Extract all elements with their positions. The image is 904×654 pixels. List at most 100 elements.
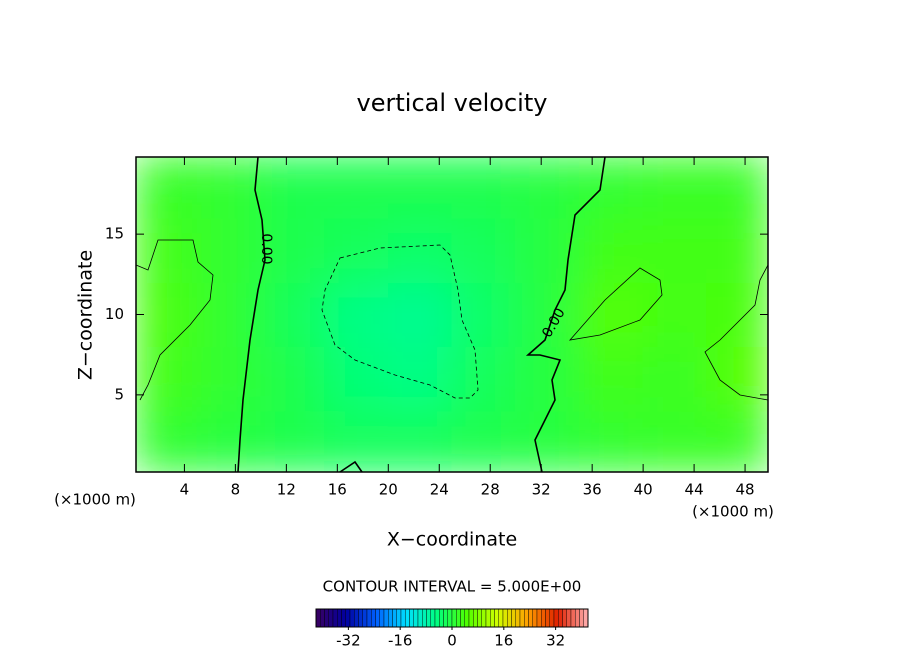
colorbar-segment: [396, 608, 402, 628]
colorbar-segment: [366, 608, 372, 628]
colorbar-segment: [583, 608, 589, 628]
colorbar-segment: [498, 608, 504, 628]
field-cell: [578, 157, 644, 219]
colorbar-segment: [541, 608, 546, 628]
field-cell: [515, 281, 580, 348]
y-tick-label: 5: [114, 385, 124, 403]
colorbar-segment: [545, 608, 550, 628]
colorbar-segment: [456, 608, 461, 628]
colorbar-segment: [473, 608, 478, 628]
field-cell: [642, 157, 708, 219]
field-cell: [515, 346, 580, 412]
x-tick-label: 12: [277, 481, 296, 499]
y-tick-label: 10: [105, 305, 124, 323]
y-tick-label: 15: [105, 225, 124, 243]
field-cell: [260, 346, 326, 412]
field-cell: [196, 410, 262, 472]
field-cell: [196, 346, 262, 412]
field-cell: [515, 410, 580, 472]
colorbar-segment: [349, 608, 355, 628]
x-tick-label: 8: [231, 481, 241, 499]
x-tick-label: 24: [430, 481, 449, 499]
colorbar-segment: [362, 608, 368, 628]
field-cell: [136, 410, 198, 472]
colorbar-segment: [400, 608, 406, 628]
field-cell: [387, 346, 453, 412]
colorbar-segment: [494, 608, 499, 628]
x-tick-label: 32: [532, 481, 551, 499]
colorbar-segment: [549, 608, 555, 628]
field-cell: [451, 410, 517, 472]
field-cell: [260, 281, 326, 348]
y-axis-label: Z−coordinate: [75, 250, 97, 380]
field-cell: [136, 346, 198, 412]
colorbar-segment: [562, 608, 567, 628]
colorbar-segment: [553, 608, 559, 628]
field-cell: [451, 217, 517, 283]
colorbar-segment: [515, 608, 521, 628]
field-cell: [387, 281, 453, 348]
contour-label: 0.00: [258, 233, 274, 264]
field-cell: [515, 157, 580, 219]
field-cell: [387, 410, 453, 472]
colorbar-segment: [354, 608, 359, 628]
x-tick-label: 36: [583, 481, 602, 499]
field-cell: [387, 217, 453, 283]
colorbar-segment: [430, 608, 436, 628]
colorbar-segment: [519, 608, 525, 628]
colorbar-segment: [451, 608, 457, 628]
colorbar-segment: [524, 608, 529, 628]
colorbar-segment: [379, 608, 385, 628]
field-cell: [578, 410, 644, 472]
field-cell: [706, 346, 768, 412]
field: [136, 157, 768, 472]
x-tick-label: 44: [685, 481, 704, 499]
colorbar-segment: [579, 608, 584, 628]
field-cell: [196, 157, 262, 219]
colorbar-segment: [345, 608, 351, 628]
field-cell: [324, 410, 389, 472]
colorbar-tick-label: 0: [447, 632, 457, 650]
colorbar-segment: [422, 608, 427, 628]
colorbar-segment: [405, 608, 410, 628]
colorbar-segment: [375, 608, 380, 628]
colorbar-tick-label: 16: [494, 632, 513, 650]
x-tick-label: 16: [328, 481, 347, 499]
field-cell: [642, 346, 708, 412]
field-cell: [324, 281, 389, 348]
colorbar-segment: [485, 608, 491, 628]
colorbar-segment: [443, 608, 448, 628]
colorbar-segment: [417, 608, 423, 628]
colorbar-segment: [558, 608, 563, 628]
colorbar-segment: [332, 608, 338, 628]
colorbar-segment: [328, 608, 334, 628]
colorbar-segment: [315, 608, 321, 628]
colorbar-segment: [575, 608, 580, 628]
colorbar-segment: [383, 608, 389, 628]
colorbar-tick-label: -16: [388, 632, 413, 650]
field-cell: [196, 217, 262, 283]
field-cell: [260, 157, 326, 219]
x-tick-label: 20: [379, 481, 398, 499]
colorbar-segment: [434, 608, 440, 628]
colorbar-segment: [464, 608, 470, 628]
colorbar-segment: [320, 608, 325, 628]
field-cell: [706, 217, 768, 283]
colorbar-segment: [468, 608, 474, 628]
field-cell: [136, 217, 198, 283]
colorbar-segment: [481, 608, 487, 628]
colorbar-segment: [413, 608, 419, 628]
x-unit: (×1000 m): [692, 503, 774, 521]
field-cell: [642, 217, 708, 283]
colorbar-tick-label: -32: [336, 632, 361, 650]
field-cell: [324, 217, 389, 283]
field-cell: [324, 157, 389, 219]
field-cell: [324, 346, 389, 412]
colorbar-segment: [324, 608, 329, 628]
colorbar-segment: [337, 608, 342, 628]
field-cell: [260, 217, 326, 283]
field-cell: [578, 281, 644, 348]
field-cell: [387, 157, 453, 219]
colorbar-segment: [477, 608, 482, 628]
